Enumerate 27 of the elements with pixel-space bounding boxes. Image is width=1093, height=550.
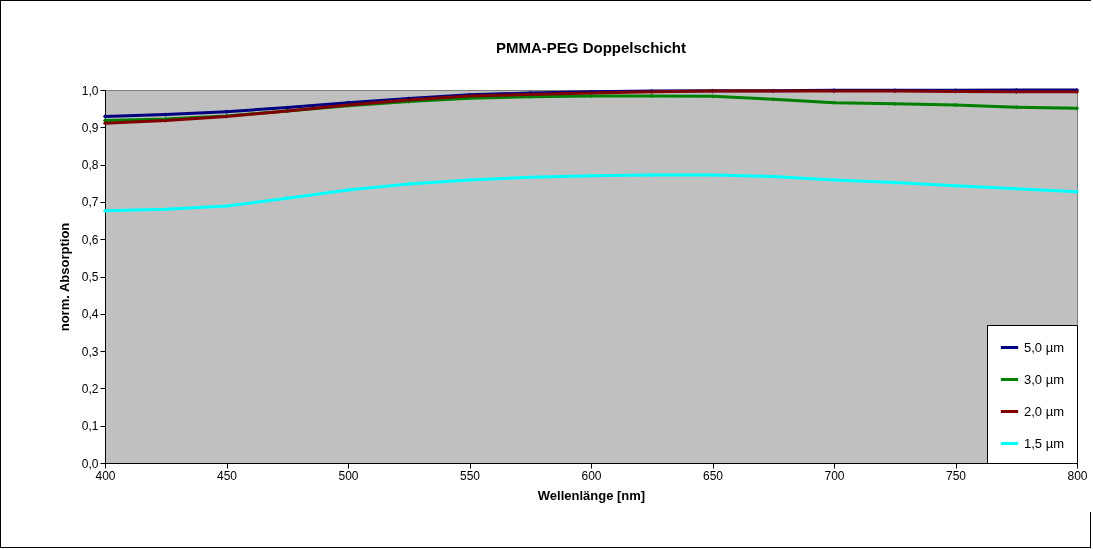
x-tick-label: 500 (338, 468, 359, 483)
y-tick-label: 0,5 (81, 270, 99, 284)
y-axis-title: norm. Absorption (56, 222, 72, 332)
x-tick-label: 550 (459, 468, 481, 483)
y-tick-label: 0,1 (81, 419, 99, 434)
x-tick-label: 700 (824, 468, 845, 483)
x-tick-label: 400 (95, 468, 116, 483)
x-tick-label: 450 (216, 468, 238, 483)
y-tick-label: 0,4 (81, 307, 99, 322)
chart-title: PMMA-PEG Doppelschicht (495, 39, 687, 56)
x-axis-title: Wellenlänge [nm] (537, 487, 646, 503)
legend-label: 5,0 µm (1024, 339, 1065, 355)
x-tick-label: 750 (945, 468, 967, 483)
y-tick-label: 0,0 (81, 456, 99, 471)
y-tick-label: 1,0 (81, 83, 99, 98)
y-tick-label: 0,7 (81, 195, 99, 210)
x-tick-label: 650 (702, 468, 724, 483)
y-tick-label: 0,6 (81, 232, 99, 247)
x-tick-label: 600 (581, 468, 602, 483)
legend-label: 3,0 µm (1024, 371, 1065, 387)
y-tick-label: 0,9 (81, 120, 99, 135)
x-tick-label: 800 (1067, 468, 1088, 483)
legend-label: 2,0 µm (1024, 403, 1065, 419)
y-tick-label: 0,2 (81, 381, 99, 396)
y-tick-label: 0,3 (81, 344, 99, 359)
legend-label: 1,5 µm (1024, 435, 1065, 451)
y-tick-label: 0,8 (81, 158, 99, 173)
